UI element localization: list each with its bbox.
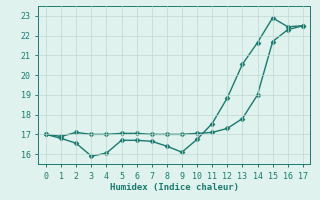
X-axis label: Humidex (Indice chaleur): Humidex (Indice chaleur) <box>110 183 239 192</box>
